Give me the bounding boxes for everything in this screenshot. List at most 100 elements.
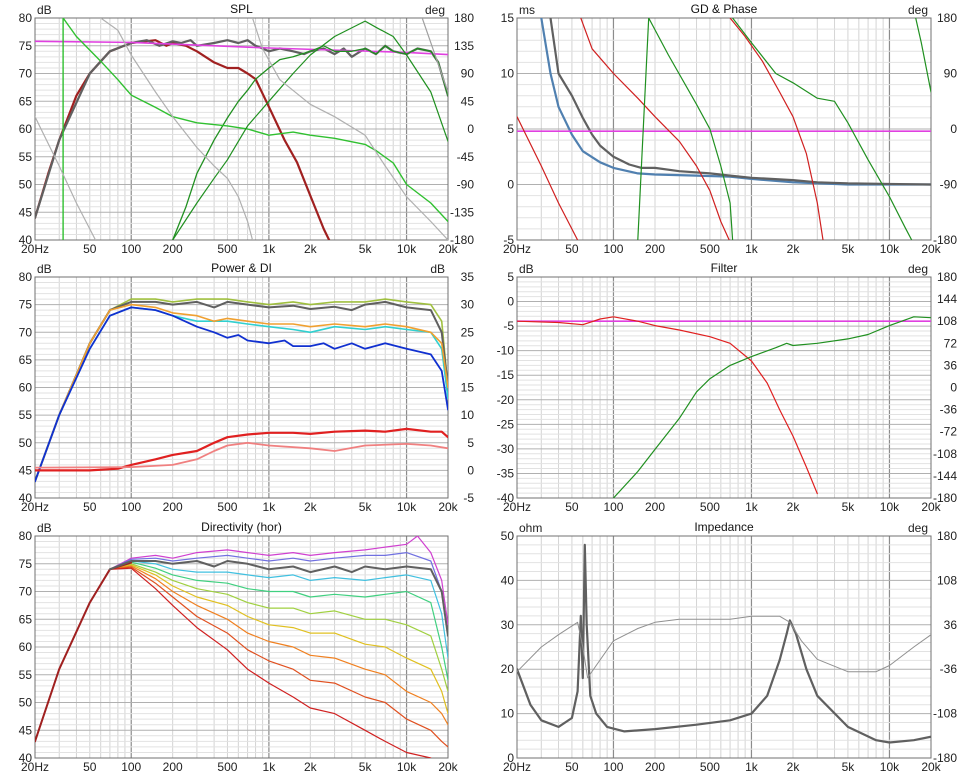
y-tick-label: 40 xyxy=(501,573,515,587)
x-tick-label: 2k xyxy=(304,242,318,256)
y2-tick-label: 25 xyxy=(461,325,475,339)
x-tick-label: 50 xyxy=(83,500,97,514)
x-tick-label: 20Hz xyxy=(503,500,531,514)
series-group xyxy=(517,316,931,498)
y2-tick-label: 72 xyxy=(944,336,958,350)
y-tick-label: 45 xyxy=(19,723,33,737)
y2-tick-label: -90 xyxy=(457,178,475,192)
y2-tick-label: 180 xyxy=(937,270,957,284)
x-tick-label: 5k xyxy=(359,500,373,514)
y2-tick-label: -135 xyxy=(450,205,474,219)
y-tick-label: -5 xyxy=(503,319,514,333)
y-tick-label: -20 xyxy=(497,393,515,407)
y-tick-label: -30 xyxy=(497,442,515,456)
y2-tick-label: 5 xyxy=(467,436,474,450)
x-tick-label: 2k xyxy=(787,760,801,774)
x-tick-label: 2k xyxy=(787,500,801,514)
y2-tick-label: -90 xyxy=(940,178,958,192)
series-line-3 xyxy=(35,560,448,742)
series-line-10 xyxy=(421,18,448,96)
x-tick-label: 100 xyxy=(603,242,623,256)
y-tick-label: 5 xyxy=(507,270,514,284)
y2-tick-label: -36 xyxy=(940,662,958,676)
y2-tick-label: -36 xyxy=(940,403,958,417)
y-tick-label: 50 xyxy=(501,529,515,543)
x-tick-label: 200 xyxy=(645,760,665,774)
y-tick-label: 15 xyxy=(501,11,515,25)
y-tick-label: 55 xyxy=(19,668,33,682)
y2-tick-label: 108 xyxy=(937,573,957,587)
series-line-2 xyxy=(549,18,931,186)
y2-tick-label: 90 xyxy=(944,67,958,81)
x-tick-label: 1k xyxy=(263,242,277,256)
x-tick-label: 5k xyxy=(842,500,856,514)
series-line-2 xyxy=(517,316,818,495)
series-line-3 xyxy=(612,316,931,498)
series-line-5 xyxy=(580,18,730,240)
x-tick-label: 1k xyxy=(263,760,277,774)
y-tick-label: 80 xyxy=(19,529,33,543)
y2-tick-label: -180 xyxy=(933,233,957,247)
x-tick-label: 5k xyxy=(359,242,373,256)
series-line-9 xyxy=(251,18,448,240)
y2-tick-label: 15 xyxy=(461,381,475,395)
x-tick-label: 1k xyxy=(745,760,759,774)
y-tick-label: 60 xyxy=(19,381,33,395)
left-axis-unit: dB xyxy=(519,262,534,276)
y2-tick-label: 36 xyxy=(944,618,958,632)
chart-title: SPL xyxy=(230,2,253,16)
y-tick-label: 40 xyxy=(19,751,33,765)
y-tick-label: 70 xyxy=(19,67,33,81)
y2-tick-label: 0 xyxy=(950,122,957,136)
x-tick-label: 20k xyxy=(921,500,941,514)
chart-panel-5 xyxy=(34,535,449,759)
x-tick-label: 50 xyxy=(565,500,579,514)
series-line-1 xyxy=(517,543,931,744)
series-line-1 xyxy=(540,18,931,186)
x-tick-label: 50 xyxy=(83,760,97,774)
series-line-6 xyxy=(172,20,448,240)
y-tick-label: 45 xyxy=(19,205,33,219)
x-tick-label: 50 xyxy=(83,242,97,256)
y2-tick-label: -180 xyxy=(450,233,474,247)
chart-panel-2 xyxy=(516,17,932,241)
series-line-4 xyxy=(517,116,579,240)
x-tick-label: 100 xyxy=(121,242,141,256)
series-line-2 xyxy=(517,615,931,679)
x-tick-label: 500 xyxy=(217,500,237,514)
chart-title: Directivity (hor) xyxy=(201,520,282,534)
y2-tick-label: 30 xyxy=(461,298,475,312)
y-tick-label: 50 xyxy=(19,178,33,192)
y-tick-label: 30 xyxy=(501,618,515,632)
x-tick-label: 10k xyxy=(397,760,417,774)
plot-frame xyxy=(516,17,932,241)
left-axis-unit: ohm xyxy=(519,521,542,535)
x-tick-label: 20k xyxy=(921,760,941,774)
series-line-7 xyxy=(35,116,97,240)
y2-tick-label: -108 xyxy=(933,707,957,721)
x-tick-label: 100 xyxy=(121,500,141,514)
y2-tick-label: 36 xyxy=(944,358,958,372)
y2-tick-label: 0 xyxy=(467,122,474,136)
series-line-10 xyxy=(35,561,133,743)
y2-tick-label: 135 xyxy=(454,39,474,53)
right-axis-unit: deg xyxy=(908,3,928,17)
y-tick-label: 20 xyxy=(501,662,515,676)
x-tick-label: 500 xyxy=(217,242,237,256)
x-tick-label: 500 xyxy=(700,760,720,774)
series-line-8 xyxy=(100,18,254,240)
y2-tick-label: -5 xyxy=(463,491,474,505)
series-line-11 xyxy=(108,560,448,637)
chart-panel-4 xyxy=(516,276,932,499)
x-tick-label: 1k xyxy=(263,500,277,514)
y-tick-label: 80 xyxy=(19,11,33,25)
y2-tick-label: 180 xyxy=(937,11,957,25)
y-tick-label: 75 xyxy=(19,39,33,53)
y2-tick-label: 180 xyxy=(454,11,474,25)
y-tick-label: 50 xyxy=(19,436,33,450)
y2-tick-label: 144 xyxy=(937,292,957,306)
x-tick-label: 1k xyxy=(745,500,759,514)
y-tick-label: 0 xyxy=(507,751,514,765)
y2-tick-label: 180 xyxy=(937,529,957,543)
